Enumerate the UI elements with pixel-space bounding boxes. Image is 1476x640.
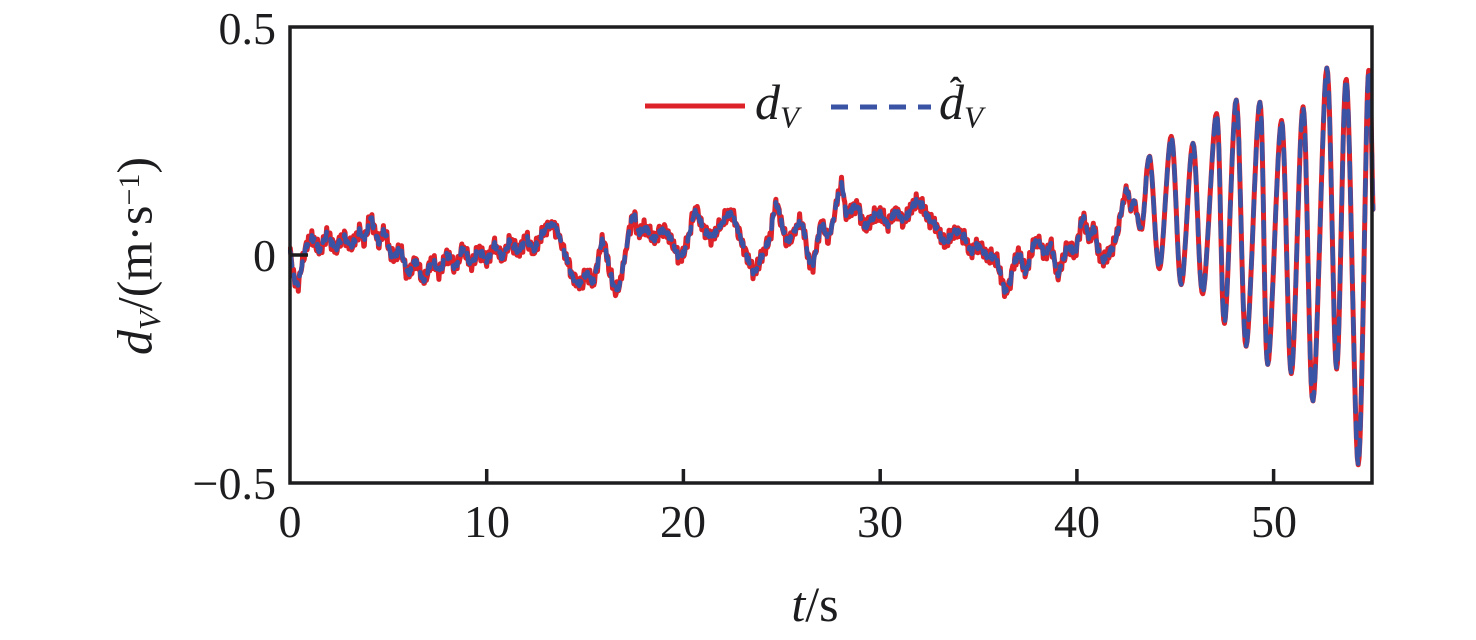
y-axis-label: dV/(m·s−1) [101, 157, 179, 355]
series-dvhat-line [288, 65, 1376, 468]
legend-label-dvhat: ˆ dV [939, 70, 983, 148]
x-tick-label-0: 0 [278, 496, 302, 547]
y-axis-unit-exponent: −1 [112, 173, 146, 206]
legend-label-dv: dV [755, 72, 799, 148]
y-tick-label-0: 0 [253, 230, 276, 281]
y-axis-variable: d [106, 330, 163, 356]
x-tick-label-10: 10 [464, 496, 510, 547]
legend-dv-variable: d [755, 74, 780, 130]
x-tick-label-20: 20 [660, 496, 706, 547]
x-tick-label-50: 50 [1251, 496, 1297, 547]
hat-accent: ˆ [949, 70, 962, 111]
legend-dvhat-variable: d [939, 74, 964, 130]
y-tick-label-neg05: −0.5 [192, 458, 276, 509]
x-tick-label-30: 30 [857, 496, 903, 547]
x-tick-label-40: 40 [1054, 496, 1100, 547]
legend-dv-subscript: V [780, 99, 799, 135]
y-axis-unit-prefix: /(m·s [106, 205, 163, 312]
legend-dvhat-subscript: V [964, 99, 983, 135]
tick-marks [290, 253, 1276, 483]
y-axis-unit-suffix: ) [106, 156, 163, 174]
x-axis-variable: t [791, 576, 806, 632]
y-axis-variable-subscript: V [132, 311, 168, 331]
y-tick-label-05: 0.5 [218, 3, 277, 54]
x-axis-unit: /s [805, 576, 839, 632]
x-axis-label: t/s [791, 575, 838, 633]
